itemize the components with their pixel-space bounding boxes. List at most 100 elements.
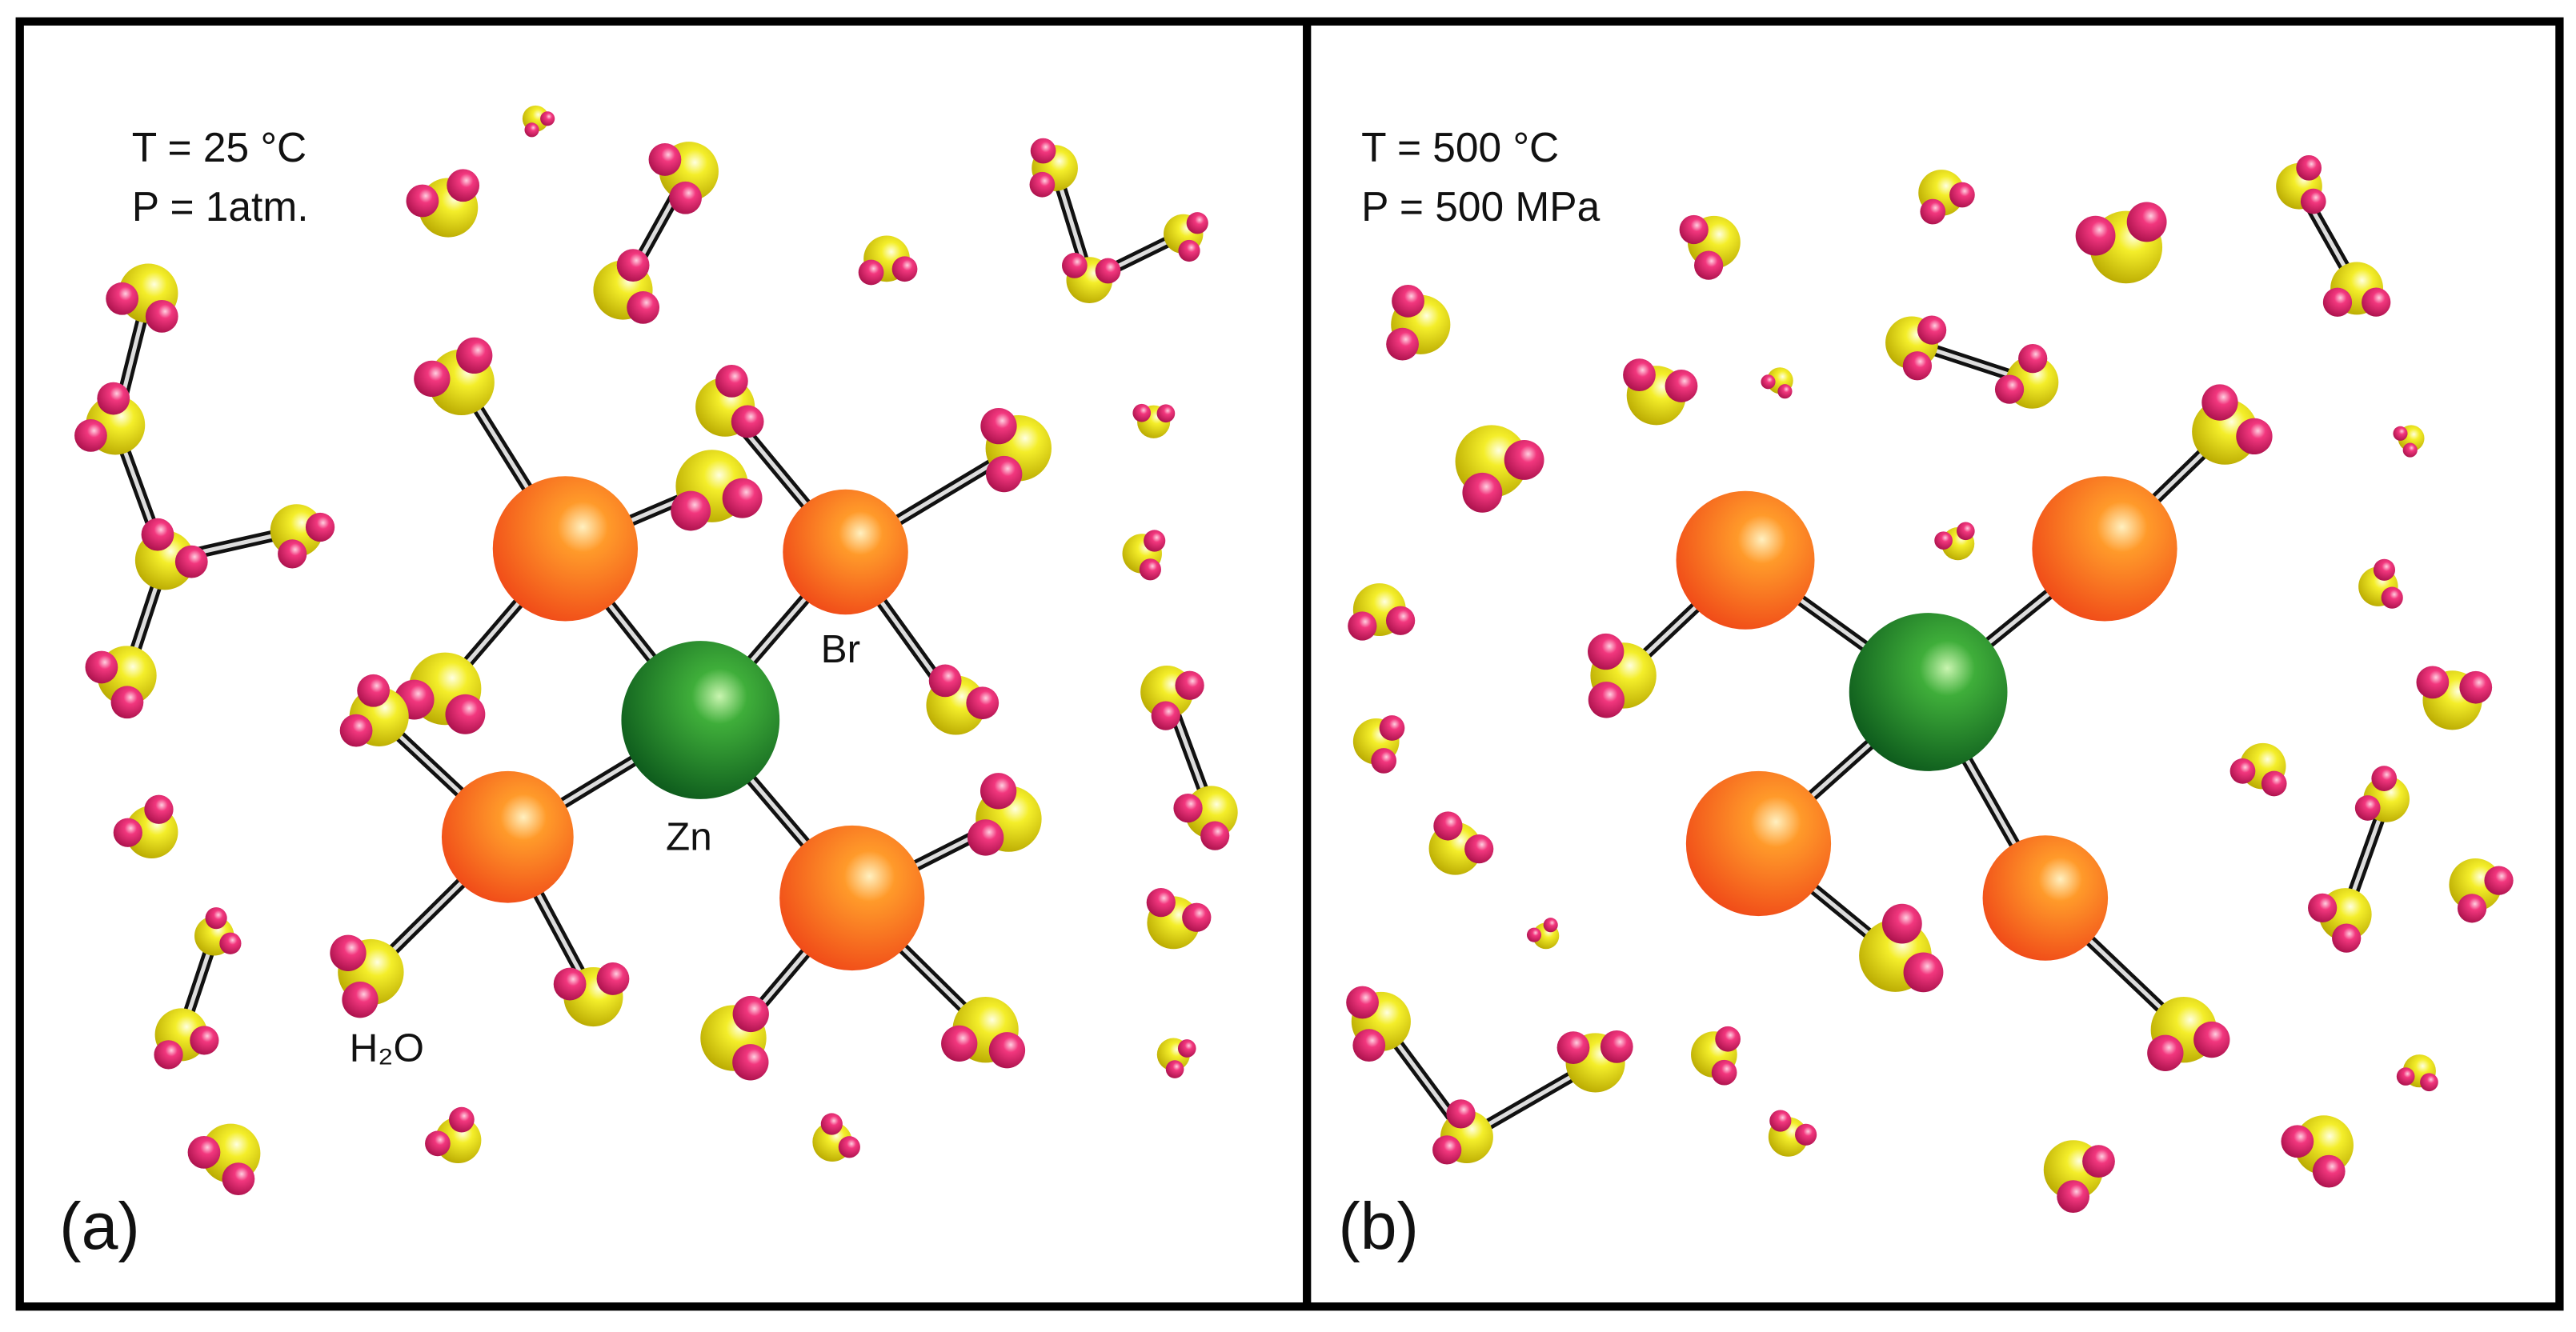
hydrogen-atom [732,995,769,1033]
hydrogen-atom [980,773,1017,810]
hydrogen-atom [2261,770,2287,797]
hydrogen-atom [449,1106,475,1133]
hydrogen-atom [820,1113,843,1135]
hydrogen-atom [722,478,763,518]
hydrogen-atom [1433,811,1463,841]
hydrogen-atom [1095,258,1121,284]
hydrogen-atom [1694,250,1724,280]
hydrogen-atom [671,490,711,531]
hydrogen-atom [553,967,587,1001]
hydrogen-atom [2484,866,2514,895]
hydrogen-atom [2362,287,2391,317]
hydrogen-atom [2018,344,2048,374]
bromine-atom [1982,835,2109,961]
hydrogen-atom [928,664,962,698]
hydrogen-atom [1761,374,1776,390]
panel-label: (b) [1338,1190,1419,1263]
bromine-atom [779,825,925,971]
hydrogen-atom [1165,1060,1184,1078]
hydrogen-atom [222,1162,255,1196]
hydrogen-atom [187,1136,221,1169]
hydrogen-atom [2193,1021,2230,1058]
bromine-atom [783,489,908,615]
hydrogen-atom [2396,1067,2415,1086]
hydrogen-atom [980,407,1017,445]
hydrogen-atom [1777,384,1793,399]
hydrogen-atom [715,364,748,398]
hydrogen-atom [2457,894,2487,923]
hydrogen-atom [74,419,107,452]
hydrogen-atom [1446,1099,1476,1129]
hydrogen-atom [648,143,682,176]
hydrogen-atom [305,512,335,542]
hydrogen-atom [1182,902,1212,932]
hydrogen-atom [278,539,307,569]
hydrogen-atom [1144,530,1166,552]
hydrogen-atom [205,907,227,930]
hydrogen-atom [891,256,918,282]
hydrogen-atom [2354,795,2381,821]
hydrogen-atom [456,337,493,374]
hydrogen-atom [339,714,373,747]
hydrogen-atom [1186,212,1208,234]
hydrogen-atom [154,1040,183,1070]
hydrogen-atom [2308,893,2338,923]
hydrogen-atom [669,181,702,214]
hydrogen-atom [144,794,174,824]
hydrogen-atom [174,545,208,578]
hydrogen-atom [1715,1026,1741,1052]
hydrogen-atom [2312,1154,2346,1188]
bromine-atom [2032,476,2177,622]
hydrogen-atom [1711,1059,1737,1086]
hydrogen-atom [1769,1110,1792,1132]
hydrogen-atom [1346,986,1379,1019]
hydrogen-atom [1156,404,1176,423]
condition-text: T = 25 °C [132,124,306,170]
bromine-atom [1676,490,1815,630]
hydrogen-atom [1526,927,1542,942]
hydrogen-atom [2281,1125,2314,1158]
hydrogen-atom [1175,670,1204,700]
hydrogen-atom [1029,171,1056,198]
hydrogen-atom [1061,253,1088,278]
hydrogen-atom [2296,154,2322,181]
hydrogen-atom [1679,214,1709,245]
hydrogen-atom [1432,1135,1462,1165]
hydrogen-atom [1934,531,1953,550]
hydrogen-atom [145,299,178,333]
hydrogen-atom [425,1130,451,1157]
hydrogen-atom [2236,418,2273,455]
hydrogen-atom [986,455,1023,493]
hydrogen-atom [1588,633,1625,670]
hydrogen-atom [330,934,367,971]
hydrogen-atom [1957,522,1975,541]
atom-label: Zn [666,815,712,859]
hydrogen-atom [1030,138,1056,164]
hydrogen-atom [406,184,439,218]
hydrogen-atom [1352,1029,1386,1062]
hydrogen-atom [1177,1039,1196,1058]
hydrogen-atom [1917,315,1947,345]
hydrogen-atom [2332,923,2362,953]
hydrogen-atom [627,291,660,324]
hydrogen-atom [1588,682,1625,718]
hydrogen-atom [1151,701,1180,730]
hydrogen-atom [106,282,139,315]
hydrogen-atom [2075,215,2116,256]
hydrogen-atom [1348,611,1377,641]
hydrogen-atom [219,932,242,954]
hydrogen-atom [732,1044,769,1081]
hydrogen-atom [731,405,764,438]
hydrogen-atom [1902,351,1933,381]
hydrogen-atom [2057,1180,2090,1214]
hydrogen-atom [966,686,1000,720]
hydrogen-atom [1173,793,1203,823]
condition-text: T = 500 °C [1361,124,1559,170]
hydrogen-atom [110,686,144,719]
hydrogen-atom [1903,952,1944,993]
hydrogen-atom [1178,239,1200,262]
hydrogen-atom [540,111,555,126]
hydrogen-atom [1464,834,1494,864]
